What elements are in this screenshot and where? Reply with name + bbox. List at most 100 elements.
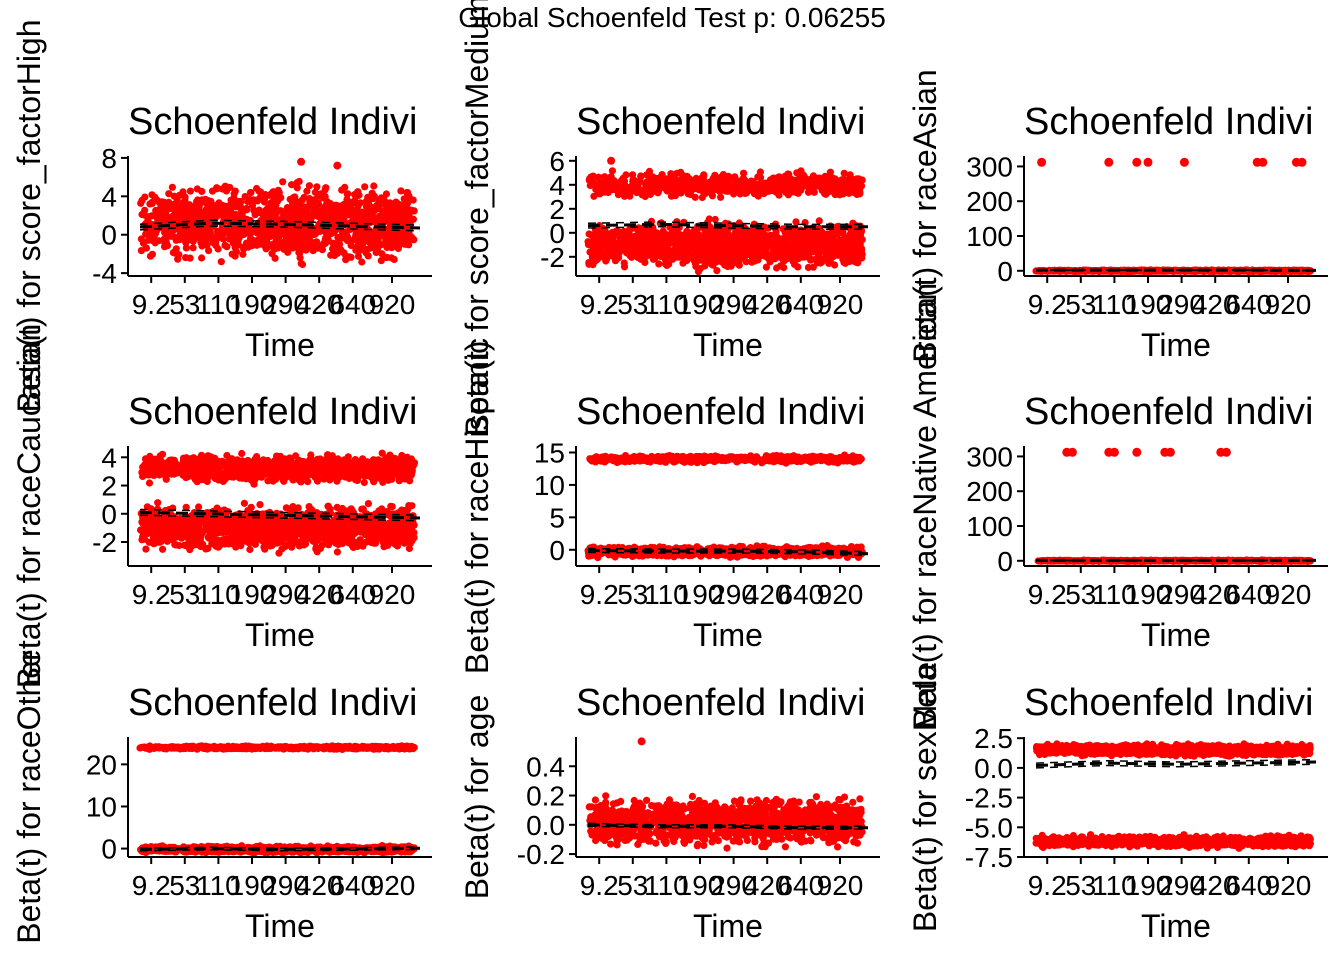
scatter-point — [148, 191, 156, 199]
scatter-point — [684, 184, 693, 193]
scatter-point — [213, 185, 221, 193]
scatter-point — [794, 238, 803, 246]
scatter-point — [218, 185, 226, 193]
scatter-point — [312, 200, 320, 208]
scatter-point — [195, 202, 203, 210]
scatter-point — [326, 200, 334, 208]
scatter-point — [840, 242, 848, 250]
scatter-point — [333, 201, 341, 210]
scatter-point — [256, 240, 264, 248]
scatter-point — [852, 254, 861, 262]
x-tick-label: 920 — [817, 289, 864, 320]
scatter-point — [718, 184, 727, 192]
scatter-point — [367, 218, 375, 226]
scatter-point — [764, 253, 772, 261]
scatter-point — [259, 230, 267, 238]
scatter-point — [749, 178, 757, 186]
scatter-point — [246, 196, 254, 204]
scatter-point — [288, 181, 296, 189]
scatter-point — [322, 236, 330, 244]
scatter-point — [397, 187, 405, 195]
scatter-point — [794, 250, 802, 258]
scatter-point — [639, 234, 647, 242]
scatter-point — [279, 229, 287, 237]
scatter-point — [386, 200, 394, 209]
scatter-point — [322, 184, 330, 192]
scatter-point — [675, 253, 683, 261]
scatter-point — [620, 239, 628, 247]
scatter-point — [311, 245, 319, 253]
scatter-point — [137, 235, 145, 243]
scatter-point — [304, 240, 312, 248]
scatter-point — [250, 206, 258, 214]
scatter-point — [702, 234, 710, 242]
scatter-point — [620, 259, 628, 267]
scatter-point — [262, 245, 270, 253]
scatter-point — [348, 223, 357, 232]
scatter-point — [789, 180, 797, 188]
scatter-point — [382, 241, 391, 249]
scatter-point — [182, 254, 190, 262]
scatter-point — [150, 229, 158, 237]
scatter-point — [394, 238, 402, 246]
scatter-point — [261, 191, 269, 199]
scatter-point — [206, 198, 214, 206]
scatter-point — [754, 238, 762, 246]
scatter-point — [247, 189, 255, 197]
scatter-point — [401, 199, 409, 207]
scatter-point — [692, 227, 700, 235]
scatter-point — [239, 250, 247, 258]
scatter-point — [298, 260, 307, 269]
scatter-point — [356, 199, 364, 207]
scatter-point — [200, 210, 208, 218]
scatter-point — [813, 259, 821, 267]
scatter-point — [836, 184, 844, 192]
scatter-point — [661, 175, 670, 183]
scatter-point — [361, 183, 369, 191]
scatter-point — [217, 258, 225, 266]
scatter-point — [776, 262, 784, 270]
scatter-point — [231, 211, 240, 219]
scatter-point — [619, 231, 627, 240]
scatter-point — [293, 184, 301, 192]
scatter-point — [337, 246, 345, 254]
scatter-point — [198, 254, 206, 262]
scatter-point — [632, 234, 641, 242]
scatter-point — [650, 231, 658, 239]
y-tick-label: -4 — [92, 258, 117, 289]
scatter-point — [735, 255, 743, 263]
y-tick-label: 200 — [966, 186, 1013, 217]
scatter-point — [656, 235, 664, 243]
scatter-point — [313, 238, 321, 246]
scatter-point — [801, 248, 809, 256]
scatter-point — [240, 243, 248, 251]
scatter-point — [613, 227, 621, 235]
scatter-points — [137, 449, 418, 557]
scatter-point — [236, 197, 244, 206]
scatter-point — [316, 210, 325, 218]
scatter-point — [773, 233, 781, 241]
scatter-point — [705, 215, 713, 223]
scatter-point — [829, 252, 837, 260]
scatter-points — [137, 157, 418, 269]
scatter-point — [855, 184, 863, 192]
scatter-point — [296, 208, 304, 216]
x-axis-label: Time — [693, 327, 763, 363]
scatter-point — [243, 206, 251, 214]
y-tick-label: 0 — [997, 256, 1013, 287]
scatter-point — [162, 238, 170, 246]
scatter-point — [289, 476, 297, 484]
scatter-point — [369, 194, 377, 202]
scatter-point — [635, 243, 643, 251]
scatter-point — [620, 178, 628, 186]
scatter-point — [281, 207, 290, 215]
scatter-point — [227, 196, 235, 204]
scatter-point — [673, 245, 681, 253]
scatter-point — [677, 177, 685, 185]
scatter-point — [723, 255, 731, 263]
scatter-point — [686, 175, 694, 183]
scatter-point — [767, 176, 775, 184]
